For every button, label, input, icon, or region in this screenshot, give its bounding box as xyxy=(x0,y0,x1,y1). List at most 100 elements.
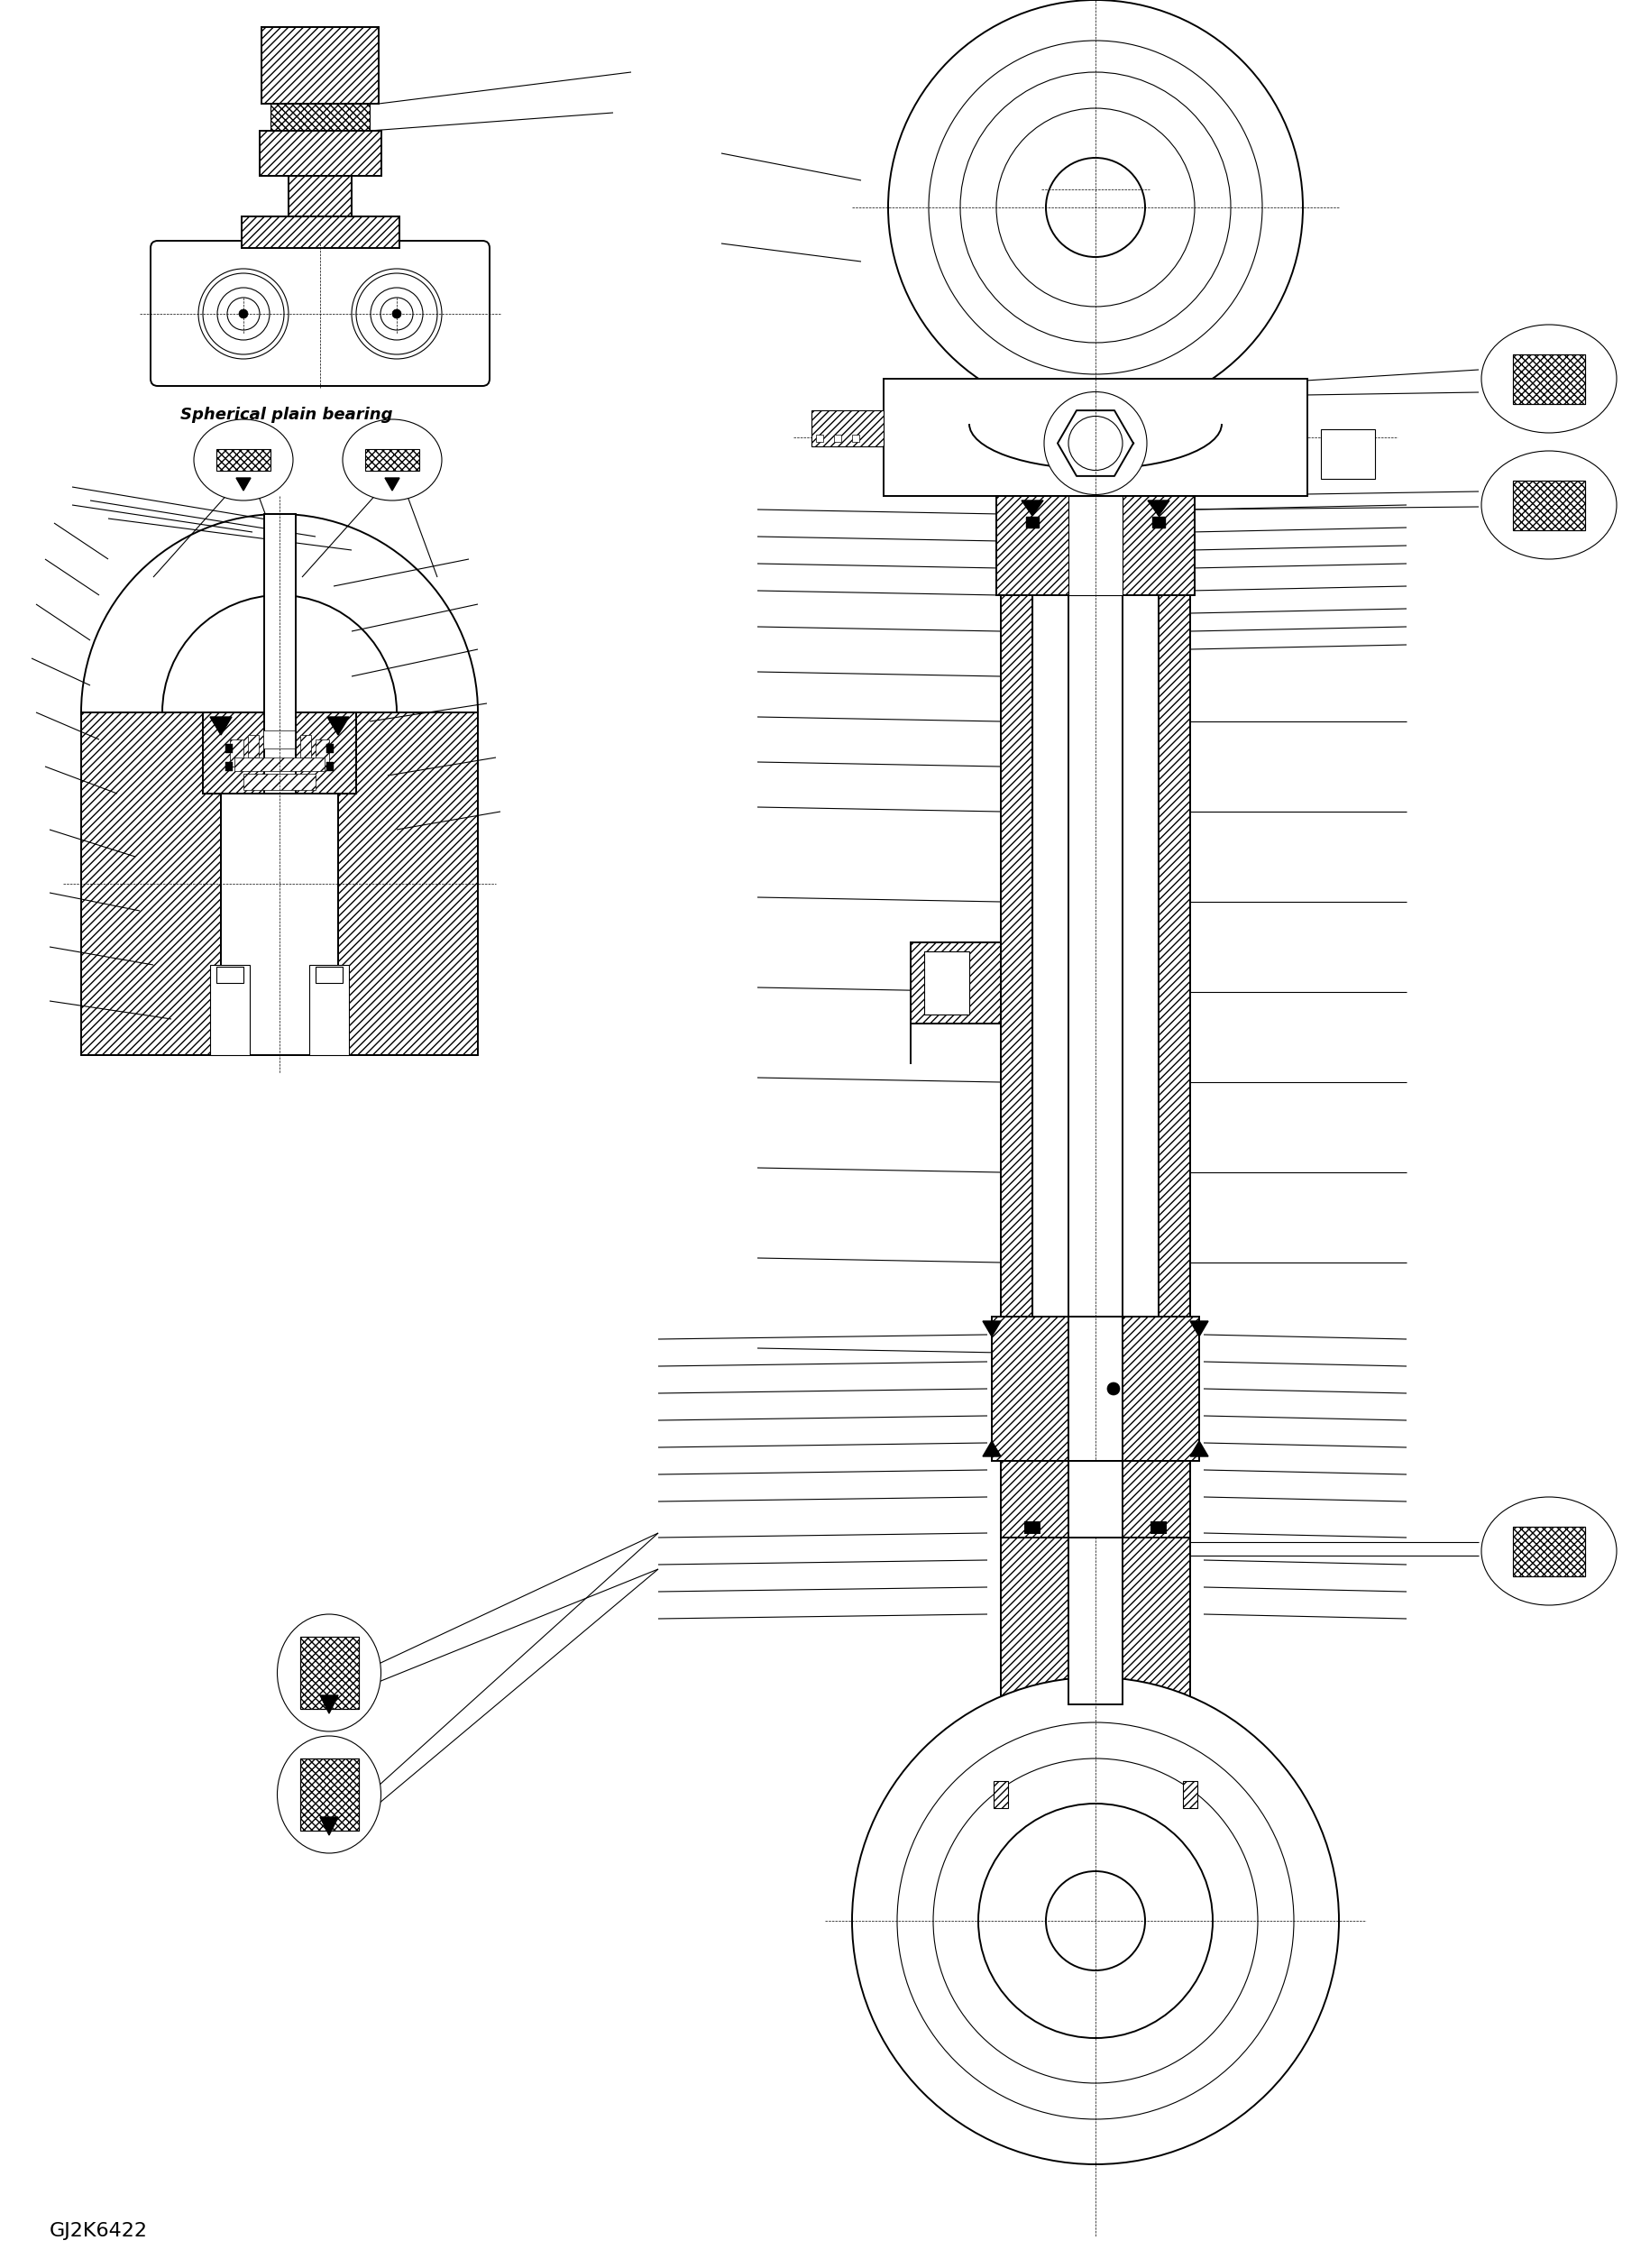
Bar xyxy=(81,712,221,1055)
Polygon shape xyxy=(1190,1440,1208,1456)
Bar xyxy=(264,515,295,794)
Circle shape xyxy=(381,297,412,331)
Ellipse shape xyxy=(193,420,294,501)
Bar xyxy=(315,966,343,982)
Bar xyxy=(1025,1522,1040,1533)
Circle shape xyxy=(978,1803,1213,2039)
Bar xyxy=(309,964,348,1055)
Circle shape xyxy=(960,73,1231,342)
Ellipse shape xyxy=(356,272,437,354)
Ellipse shape xyxy=(198,268,289,358)
Text: Spherical plain bearing: Spherical plain bearing xyxy=(180,406,393,422)
Bar xyxy=(264,730,295,748)
Bar xyxy=(911,943,1002,1023)
Bar xyxy=(289,177,351,215)
Bar xyxy=(216,966,244,982)
Circle shape xyxy=(1046,159,1145,256)
Bar xyxy=(244,773,315,789)
Bar xyxy=(300,1637,358,1708)
Ellipse shape xyxy=(1482,451,1617,560)
Polygon shape xyxy=(320,1817,338,1835)
Bar xyxy=(992,1318,1200,1461)
Bar xyxy=(226,762,233,771)
Bar xyxy=(261,27,380,104)
Bar xyxy=(300,735,312,758)
Polygon shape xyxy=(1190,1322,1208,1336)
Bar xyxy=(221,712,338,1055)
Ellipse shape xyxy=(371,288,422,340)
Bar xyxy=(271,104,370,132)
Circle shape xyxy=(898,1721,1294,2118)
Bar xyxy=(997,497,1195,594)
Bar xyxy=(1322,429,1374,479)
Bar xyxy=(1513,481,1586,531)
Bar xyxy=(1033,497,1158,1461)
Circle shape xyxy=(393,308,401,318)
FancyBboxPatch shape xyxy=(150,240,490,386)
Bar xyxy=(1002,1461,1190,1703)
Bar xyxy=(315,739,328,767)
Bar xyxy=(1026,517,1040,528)
Ellipse shape xyxy=(203,272,284,354)
Ellipse shape xyxy=(351,268,442,358)
Bar xyxy=(234,758,325,771)
Polygon shape xyxy=(983,1322,1002,1336)
Ellipse shape xyxy=(277,1615,381,1730)
Polygon shape xyxy=(384,479,399,490)
Bar xyxy=(1069,1461,1122,1538)
Circle shape xyxy=(228,297,259,331)
Bar xyxy=(210,964,249,1055)
Polygon shape xyxy=(320,1696,338,1712)
Bar xyxy=(1152,1522,1167,1533)
Bar xyxy=(248,735,259,758)
Bar xyxy=(1002,497,1033,1461)
Bar xyxy=(229,739,244,767)
Bar xyxy=(833,435,842,442)
Circle shape xyxy=(888,0,1304,415)
Bar xyxy=(1152,517,1165,528)
Bar xyxy=(1002,1461,1190,1538)
Bar xyxy=(911,943,1002,1023)
Bar xyxy=(338,712,478,1055)
Text: GJ2K6422: GJ2K6422 xyxy=(50,2223,148,2241)
Bar xyxy=(884,379,1307,497)
Bar xyxy=(1513,354,1586,404)
Bar xyxy=(1513,1526,1586,1576)
Bar xyxy=(327,762,333,771)
Bar xyxy=(812,411,884,447)
Circle shape xyxy=(851,1678,1338,2164)
Ellipse shape xyxy=(277,1735,381,1853)
Circle shape xyxy=(1046,1871,1145,1971)
Bar xyxy=(924,950,969,1014)
Bar xyxy=(851,435,860,442)
Polygon shape xyxy=(983,1440,1002,1456)
Bar xyxy=(1069,1318,1122,1461)
Bar xyxy=(300,1637,358,1708)
Polygon shape xyxy=(236,479,251,490)
Bar xyxy=(1158,497,1190,1461)
Ellipse shape xyxy=(218,288,269,340)
Circle shape xyxy=(1069,415,1122,469)
Bar xyxy=(1513,354,1586,404)
Bar xyxy=(203,712,356,794)
Bar xyxy=(1069,497,1122,594)
Bar xyxy=(300,1758,358,1830)
Circle shape xyxy=(1044,392,1147,494)
Bar xyxy=(300,1758,358,1830)
Bar xyxy=(1513,481,1586,531)
Circle shape xyxy=(997,109,1195,306)
Polygon shape xyxy=(327,717,348,735)
Bar xyxy=(1069,594,1122,1406)
Polygon shape xyxy=(210,717,231,735)
Circle shape xyxy=(239,308,248,318)
Circle shape xyxy=(929,41,1262,374)
Bar xyxy=(1069,1461,1122,1703)
Circle shape xyxy=(934,1758,1257,2082)
Polygon shape xyxy=(1021,501,1043,515)
Polygon shape xyxy=(1148,501,1170,515)
Bar xyxy=(1513,1526,1586,1576)
Bar xyxy=(817,435,823,442)
Ellipse shape xyxy=(343,420,442,501)
Bar xyxy=(1183,1780,1198,1808)
Bar xyxy=(216,449,271,472)
